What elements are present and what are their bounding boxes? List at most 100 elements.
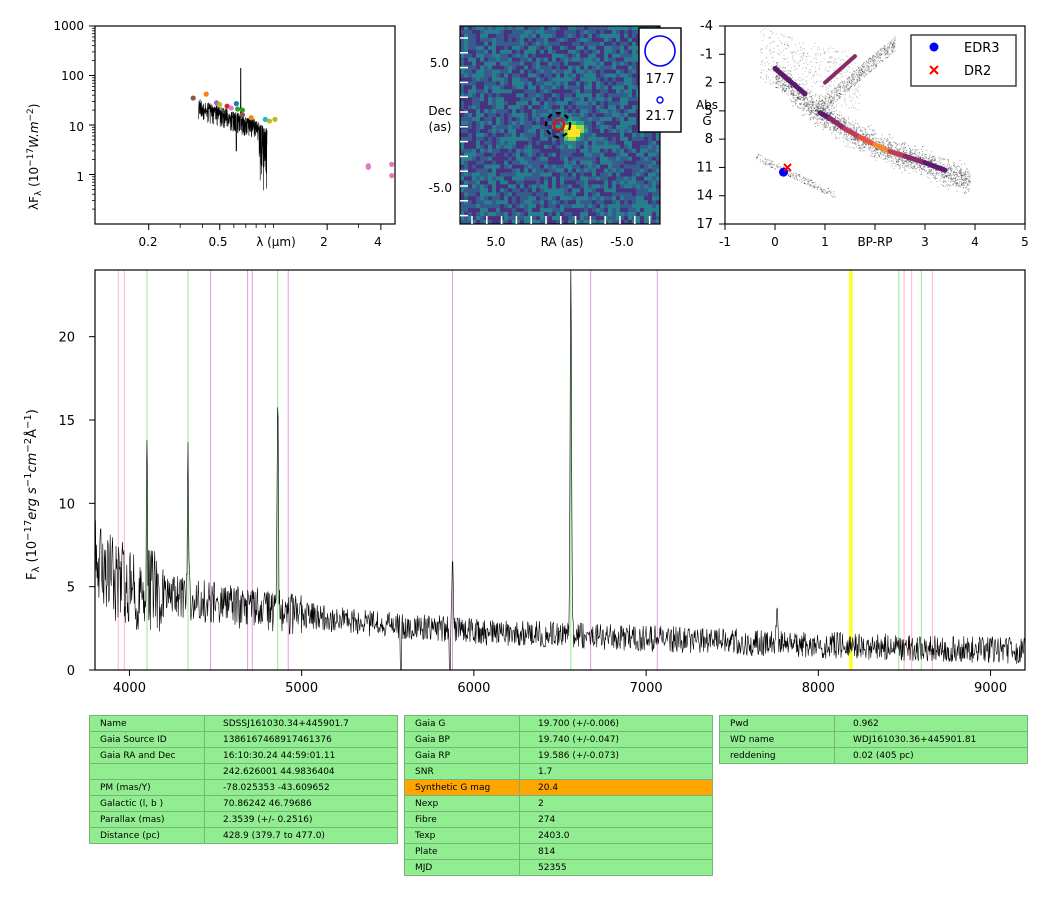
- image-pixel: [500, 109, 505, 114]
- image-pixel: [520, 125, 525, 130]
- hrd-star: [827, 124, 829, 126]
- image-pixel: [584, 109, 589, 114]
- hrd-star: [855, 130, 857, 132]
- image-pixel: [556, 172, 561, 177]
- hrd-star: [900, 158, 902, 160]
- hrd-star: [915, 163, 917, 165]
- image-pixel: [460, 220, 465, 225]
- hrd-star: [798, 102, 800, 104]
- image-pixel: [564, 109, 569, 114]
- hrd-star: [899, 164, 901, 166]
- image-pixel: [460, 200, 465, 205]
- image-pixel: [480, 136, 485, 142]
- image-pixel: [536, 172, 541, 177]
- image-pixel: [588, 73, 593, 78]
- image-pixel: [584, 29, 589, 35]
- image-pixel: [508, 204, 513, 209]
- image-pixel: [640, 176, 645, 181]
- hrd-star: [854, 138, 856, 140]
- hrd-star: [802, 95, 804, 96]
- hrd-star: [911, 153, 913, 155]
- image-pixel: [624, 208, 629, 213]
- hrd-star: [776, 80, 778, 82]
- image-pixel: [520, 93, 525, 98]
- image-pixel: [592, 212, 597, 217]
- hrd-star: [967, 172, 969, 174]
- hrd-star: [865, 144, 867, 146]
- hrd-star: [906, 162, 908, 164]
- image-pixel: [600, 212, 605, 217]
- image-pixel: [508, 121, 513, 126]
- image-pixel: [528, 192, 533, 197]
- image-pixel: [604, 41, 609, 47]
- image-pixel: [552, 180, 557, 185]
- hrd-star: [834, 129, 836, 131]
- image-pixel: [560, 85, 565, 90]
- image-pixel: [540, 212, 545, 217]
- hrd-star: [853, 148, 855, 150]
- hrd-star: [959, 171, 961, 173]
- image-pixel: [584, 61, 589, 66]
- image-pixel: [604, 144, 609, 150]
- image-pixel: [524, 140, 529, 146]
- image-pixel: [632, 180, 637, 185]
- image-pixel: [524, 125, 529, 130]
- legend-mag-faint: 21.7: [646, 109, 675, 124]
- hrd-star: [962, 185, 964, 186]
- hrd-star: [841, 118, 843, 120]
- image-pixel: [528, 69, 533, 74]
- image-pixel: [564, 33, 569, 39]
- image-pixel: [536, 208, 541, 213]
- hrd-star: [887, 153, 889, 155]
- image-pixel: [592, 93, 597, 98]
- image-pixel: [536, 93, 541, 98]
- hrd-star: [903, 146, 905, 148]
- hrd-star: [784, 89, 786, 91]
- image-pixel: [556, 26, 561, 31]
- image-pixel: [528, 85, 533, 90]
- hrd-star: [872, 151, 874, 152]
- hrd-star: [913, 165, 915, 167]
- image-pixel: [608, 105, 613, 110]
- image-pixel: [632, 156, 637, 161]
- image-pixel: [572, 113, 577, 118]
- image-pixel: [616, 164, 621, 169]
- image-pixel: [556, 136, 561, 142]
- image-pixel: [464, 156, 469, 161]
- image-pixel: [604, 176, 609, 181]
- image-pixel: [532, 109, 537, 114]
- image-pixel: [632, 113, 637, 118]
- image-pixel: [620, 93, 625, 98]
- image-pixel: [592, 49, 597, 55]
- image-pixel: [516, 204, 521, 209]
- image-pixel: [612, 57, 617, 62]
- hrd-star: [848, 137, 850, 139]
- image-pixel: [612, 172, 617, 177]
- hrd-star: [844, 81, 846, 83]
- image-pixel: [480, 26, 485, 31]
- image-pixel: [612, 121, 617, 126]
- hrd-star: [880, 139, 882, 140]
- hrd-star: [790, 85, 792, 87]
- hrd-star: [965, 178, 967, 180]
- image-pixel: [572, 132, 577, 138]
- hrd-star: [812, 102, 813, 104]
- hrd-star: [962, 182, 964, 184]
- hrd-star: [909, 164, 911, 165]
- image-pixel: [484, 164, 489, 169]
- image-pixel: [492, 57, 497, 62]
- hrd-star: [876, 140, 878, 142]
- image-pixel: [568, 57, 573, 62]
- image-pixel: [512, 61, 517, 66]
- image-pixel: [648, 156, 653, 161]
- hrd-star: [849, 140, 851, 142]
- hrd-star: [777, 77, 779, 79]
- hrd-star: [932, 158, 933, 160]
- image-pixel: [604, 53, 609, 58]
- image-pixel: [540, 216, 545, 221]
- hrd-star: [900, 167, 902, 169]
- hrd-star: [840, 119, 842, 121]
- image-pixel: [608, 136, 613, 142]
- hrd-star: [842, 122, 844, 123]
- hrd-star: [792, 91, 794, 93]
